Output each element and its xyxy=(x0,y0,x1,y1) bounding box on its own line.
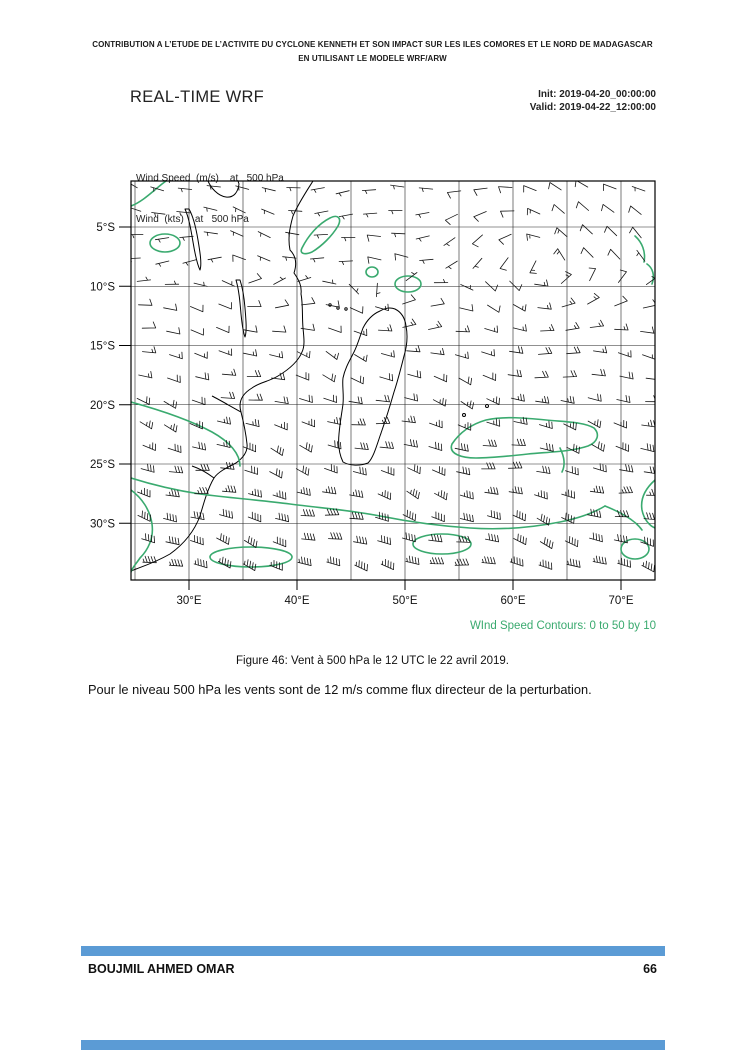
wind-barb-map: 30°E 40°E 50°E 60°E 70°E 5°S 10°S 15°S 20°S 25°S 3… xyxy=(90,180,656,607)
svg-text:10°S: 10°S xyxy=(90,281,115,293)
figure-run-times: Init: 2019-04-20_00:00:00 Valid: 2019-04… xyxy=(530,89,656,114)
page-footer: BOUJMIL AHMED OMAR 66 xyxy=(88,962,657,976)
header-line-1: CONTRIBUTION A L’ETUDE DE L’ACTIVITE DU … xyxy=(92,40,653,49)
figure-model-title: REAL-TIME WRF xyxy=(130,88,265,106)
field-label-line-2: Wind (kts) at 500 hPa xyxy=(136,213,249,225)
map-border xyxy=(130,180,656,581)
svg-text:70°E: 70°E xyxy=(608,595,633,607)
footer-accent-bar xyxy=(81,946,665,956)
figure-caption: Figure 46: Vent à 500 hPa le 12 UTC le 2… xyxy=(236,655,509,667)
svg-text:40°E: 40°E xyxy=(284,595,309,607)
document-header: CONTRIBUTION A L’ETUDE DE L’ACTIVITE DU … xyxy=(0,38,745,66)
svg-text:20°S: 20°S xyxy=(90,400,115,412)
footer-page-number: 66 xyxy=(643,962,657,976)
init-time-label: Init: 2019-04-20_00:00:00 xyxy=(538,89,656,100)
wind-barbs xyxy=(131,181,655,573)
coastlines xyxy=(131,181,489,572)
svg-text:5°S: 5°S xyxy=(96,222,115,234)
field-label-line-1: Wind Speed (m/s) at 500 hPa xyxy=(136,173,284,184)
body-paragraph: Pour le niveau 500 hPa les vents sont de… xyxy=(88,682,592,697)
contour-note: WInd Speed Contours: 0 to 50 by 10 xyxy=(469,620,656,632)
svg-text:50°E: 50°E xyxy=(392,595,417,607)
footer-author: BOUJMIL AHMED OMAR xyxy=(88,962,235,976)
valid-time-label: Valid: 2019-04-22_12:00:00 xyxy=(529,101,656,113)
axis-labels: 30°E 40°E 50°E 60°E 70°E 5°S 10°S 15°S 20°S 25°S 3… xyxy=(90,222,634,607)
svg-text:15°S: 15°S xyxy=(90,341,115,353)
bottom-accent-bar xyxy=(81,1040,665,1050)
svg-text:30°S: 30°S xyxy=(90,518,115,530)
svg-text:30°E: 30°E xyxy=(176,595,201,607)
svg-text:60°E: 60°E xyxy=(500,595,525,607)
header-line-2: EN UTILISANT LE MODELE WRF/ARW xyxy=(298,54,447,63)
figure-field-labels: Wind Speed (m/s) at 500 hPa Wind (kts) a… xyxy=(136,145,284,253)
svg-text:25°S: 25°S xyxy=(90,459,115,471)
